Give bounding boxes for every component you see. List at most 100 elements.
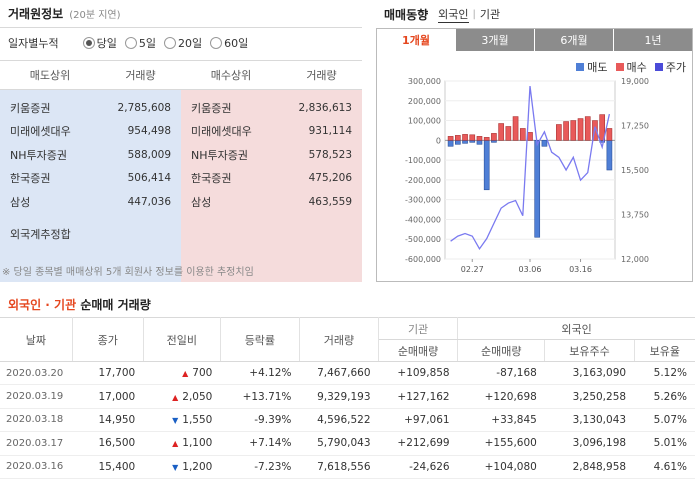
cell-change: ▼ 1,200 — [143, 455, 221, 479]
cell-holdings: 3,250,258 — [544, 384, 635, 409]
col-buy-top: 매수상위 — [210, 69, 252, 82]
trend-title: 매매동향 — [384, 7, 429, 22]
trading-trend-panel: 매매동향 외국인 | 기관 1개월 3개월 6개월 1년 매도 매수 주가 30… — [376, 0, 695, 284]
buy-bar — [483, 137, 490, 141]
triangle-down-icon: ▼ — [172, 415, 179, 425]
cell-inst-net: -24,626 — [378, 455, 458, 479]
buy-row: 키움증권 2,836,613 — [191, 101, 352, 115]
sell-row: 키움증권 2,785,608 — [10, 101, 171, 115]
tab-3m[interactable]: 3개월 — [455, 29, 534, 51]
period-options: 일자별누적 당일 5일 20일 60일 — [0, 28, 362, 58]
cell-rate: +7.14% — [220, 431, 300, 456]
col-buy-volume: 거래량 — [306, 69, 337, 82]
link-separator: | — [472, 8, 476, 20]
link-institution[interactable]: 기관 — [479, 8, 501, 21]
cell-foreign-net: +155,600 — [457, 431, 545, 456]
cell-foreign-net: +120,698 — [457, 384, 545, 409]
sell-row: 삼성 447,036 — [10, 195, 171, 209]
cell-foreign-net: +33,845 — [457, 408, 545, 433]
cell-date: 2020.03.17 — [0, 431, 73, 456]
col-group-institution: 기관 — [378, 317, 459, 340]
col-close: 종가 — [72, 317, 144, 362]
buy-bar — [527, 132, 533, 141]
buy-bar — [577, 118, 584, 141]
legend-buy: 매수 — [615, 59, 647, 75]
link-foreign[interactable]: 외국인 — [438, 7, 469, 23]
buy-bar — [462, 134, 468, 141]
buy-bar — [606, 128, 613, 141]
radio-icon — [210, 37, 223, 49]
tab-6m[interactable]: 6개월 — [534, 29, 613, 51]
trend-chart-box: 1개월 3개월 6개월 1년 매도 매수 주가 300,000 200,000 10… — [376, 28, 693, 282]
period-radio-20d[interactable]: 20일 — [163, 35, 202, 51]
triangle-up-icon: ▲ — [182, 369, 189, 379]
period-label: 일자별누적 — [8, 37, 59, 50]
triangle-down-icon: ▼ — [172, 462, 179, 472]
cell-date: 2020.03.18 — [0, 408, 73, 433]
col-rate: 등락률 — [220, 317, 300, 362]
buy-bar — [519, 128, 526, 141]
cell-foreign-net: -87,168 — [457, 361, 545, 386]
y-right-tick-label: 13,750 — [621, 211, 649, 220]
triangle-up-icon: ▲ — [172, 439, 179, 449]
radio-icon — [124, 37, 137, 49]
tab-1m[interactable]: 1개월 — [377, 29, 455, 51]
period-radio-60d[interactable]: 60일 — [210, 35, 248, 51]
buy-bar — [455, 135, 461, 141]
trend-header: 매매동향 외국인 | 기관 — [376, 0, 695, 28]
cell-inst-net: +212,699 — [378, 431, 458, 456]
buy-column: 키움증권 2,836,613 미래에셋대우 931,114 NH투자증권 578,52… — [181, 90, 362, 282]
col-group-foreign: 외국인 — [457, 317, 695, 340]
cell-close: 17,700 — [72, 361, 144, 386]
table-row: 2020.03.18 14,950 ▼ 1,550 -9.39% 4,596,522 +97… — [0, 408, 695, 433]
buy-bar — [498, 123, 504, 141]
cell-volume: 9,329,193 — [299, 384, 379, 409]
broker-table-body: 키움증권 2,785,608 미래에셋대우 954,498 NH투자증권 588,00… — [0, 90, 362, 282]
cell-rate: +13.71% — [220, 384, 300, 409]
col-change: 전일비 — [143, 317, 221, 362]
y-left-tick-label: -600,000 — [405, 255, 441, 264]
col-inst-net: 순매매량 — [378, 339, 459, 362]
cell-volume: 4,596,522 — [299, 408, 379, 433]
y-left-tick-label: 0 — [436, 136, 441, 145]
col-ratio: 보유율 — [634, 339, 695, 362]
cell-change: ▼ 1,550 — [143, 408, 221, 433]
buy-bar — [469, 134, 476, 141]
period-radio-today[interactable]: 당일 — [82, 35, 117, 51]
y-right-tick-label: 19,000 — [621, 77, 649, 86]
col-volume: 거래량 — [299, 317, 380, 362]
cell-holdings: 3,130,043 — [544, 408, 635, 433]
chart-legend: 매도 매수 주가 — [576, 59, 686, 75]
cell-holdings: 3,096,198 — [544, 431, 635, 456]
buy-row: 삼성 463,559 — [191, 195, 352, 209]
sell-column: 키움증권 2,785,608 미래에셋대우 954,498 NH투자증권 588,00… — [0, 90, 181, 282]
sell-bar — [541, 140, 548, 147]
broker-title: 거래원정보 — [8, 7, 64, 21]
cell-inst-net: +97,061 — [378, 408, 458, 433]
estimate-note: ※ 당일 종목별 매매상위 5개 회원사 정보를 이용한 추정치임 — [2, 267, 254, 278]
y-right-tick-label: 17,250 — [621, 122, 649, 131]
buy-bar — [570, 120, 577, 141]
period-tabs: 1개월 3개월 6개월 1년 — [377, 29, 692, 51]
tab-1y[interactable]: 1년 — [613, 29, 692, 51]
broker-table: 매도상위 거래량 매수상위 거래량 키움증권 2,785,608 미래에셋대우 95… — [0, 60, 362, 282]
net-trade-table: 날짜 종가 전일비 등락률 거래량 기관 외국인 순매매량 순매매량 보유주수 … — [0, 317, 695, 479]
cell-volume: 7,618,556 — [299, 455, 379, 479]
x-tick-label: 03.16 — [569, 265, 592, 274]
period-radio-5d[interactable]: 5일 — [124, 35, 156, 51]
sell-bar — [606, 140, 613, 171]
sell-bar — [476, 140, 483, 145]
cell-holdings: 2,848,958 — [544, 455, 635, 479]
legend-sell-swatch — [576, 63, 585, 71]
cell-inst-net: +109,858 — [378, 361, 458, 386]
cell-change: ▲ 700 — [143, 361, 221, 386]
table-row: 2020.03.19 17,000 ▲ 2,050 +13.71% 9,329,193 +1… — [0, 384, 695, 409]
cell-holdings: 3,163,090 — [544, 361, 635, 386]
sell-row: NH투자증권 588,009 — [10, 148, 171, 162]
y-left-tick-label: 200,000 — [408, 97, 441, 106]
table-row: 2020.03.20 17,700 ▲ 700 +4.12% 7,467,660 +109,… — [0, 361, 695, 386]
x-tick-label: 03.06 — [519, 265, 542, 274]
col-sell-top: 매도상위 — [29, 69, 71, 82]
y-left-tick-label: 300,000 — [408, 77, 441, 86]
sell-bar — [534, 140, 541, 238]
